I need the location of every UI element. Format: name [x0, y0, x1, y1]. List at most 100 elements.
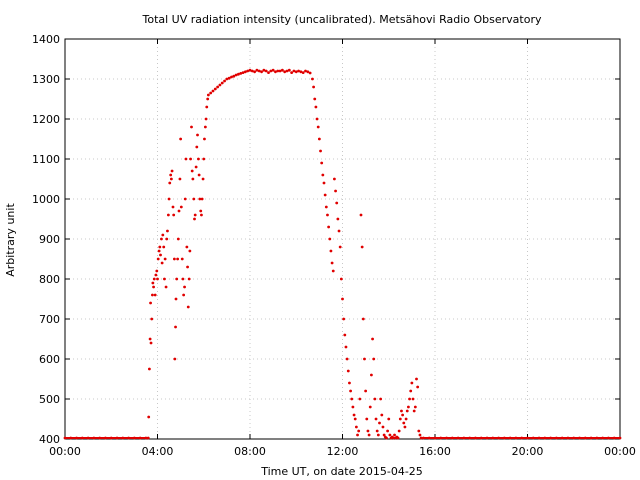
data-point [204, 117, 208, 121]
data-point [153, 293, 157, 297]
data-point [202, 157, 206, 161]
data-point [159, 253, 162, 257]
data-point [223, 79, 226, 83]
data-point [317, 137, 321, 141]
x-tick-label: 08:00 [234, 445, 266, 458]
data-point [239, 72, 243, 75]
data-point [260, 70, 263, 74]
data-point [211, 89, 215, 93]
data-point [182, 293, 186, 297]
data-point [359, 213, 363, 217]
y-tick-label: 1400 [32, 33, 60, 46]
chart-title: Total UV radiation intensity (uncalibrat… [142, 13, 542, 26]
data-point [209, 91, 213, 95]
data-point [220, 81, 224, 85]
data-point [161, 233, 165, 237]
y-tick-label: 1100 [32, 153, 60, 166]
data-point [164, 285, 168, 289]
data-point [385, 436, 388, 440]
data-point [372, 357, 376, 361]
data-point [148, 337, 152, 341]
data-point [188, 249, 192, 253]
data-point [304, 69, 307, 73]
data-point [365, 417, 369, 421]
data-point [297, 69, 300, 73]
data-point [147, 415, 151, 419]
data-point [194, 165, 198, 169]
data-point [335, 201, 339, 205]
y-tick-label: 900 [39, 233, 60, 246]
y-axis-label: Arbitrary unit [4, 203, 17, 277]
data-point [276, 69, 280, 73]
data-point [169, 177, 173, 181]
data-point [393, 433, 396, 437]
data-point [391, 436, 395, 440]
data-point [417, 429, 421, 433]
data-point [368, 405, 372, 409]
data-point [409, 389, 413, 393]
data-point [350, 397, 354, 401]
data-point [312, 85, 315, 89]
data-point [344, 345, 348, 349]
data-point [410, 381, 414, 385]
data-point [246, 69, 250, 73]
data-point [401, 413, 405, 417]
data-point [171, 205, 175, 209]
data-point [192, 197, 196, 201]
data-point [184, 157, 188, 161]
data-point [379, 397, 383, 401]
data-point [162, 245, 166, 249]
data-point [308, 71, 312, 75]
data-point [400, 409, 403, 413]
data-points [63, 68, 622, 440]
data-point [341, 297, 344, 301]
data-point [351, 405, 355, 409]
data-point [169, 173, 173, 177]
data-point [152, 277, 156, 281]
data-point [160, 261, 164, 265]
data-point [225, 77, 229, 81]
data-point [376, 433, 380, 437]
data-point [367, 433, 371, 437]
data-point [174, 297, 178, 301]
data-point [172, 213, 176, 217]
data-point [156, 257, 160, 261]
data-point [150, 317, 154, 321]
data-point [218, 83, 222, 87]
data-point [166, 229, 169, 233]
data-point [323, 193, 327, 197]
data-point [250, 69, 254, 73]
data-point [290, 71, 294, 74]
data-point [243, 70, 247, 74]
data-point [352, 413, 356, 417]
data-point [185, 245, 189, 249]
data-point [299, 70, 303, 74]
data-point [172, 257, 176, 261]
data-point [346, 369, 350, 373]
data-point [338, 245, 342, 249]
data-point [183, 197, 187, 201]
data-point [375, 429, 379, 433]
data-point [206, 97, 210, 101]
data-point [193, 217, 196, 221]
data-point [149, 301, 152, 305]
data-point [353, 417, 357, 421]
data-point [358, 397, 362, 401]
data-point [253, 70, 257, 74]
data-point [180, 257, 184, 261]
axis-ticks: 00:00 04:00 08:00 12:00 16:00 20:00 00:0040050… [32, 33, 636, 458]
data-point [163, 277, 166, 281]
y-tick-label: 1300 [32, 73, 60, 86]
data-point [255, 68, 259, 72]
data-point [404, 417, 408, 421]
data-point [364, 389, 368, 393]
data-point [149, 341, 153, 345]
data-point [274, 70, 277, 74]
data-point [374, 417, 378, 421]
data-point [328, 237, 332, 241]
data-point [331, 269, 335, 273]
data-point [316, 125, 320, 129]
data-point [363, 357, 366, 361]
x-tick-label: 00:00 [49, 445, 81, 458]
data-point [203, 125, 207, 129]
